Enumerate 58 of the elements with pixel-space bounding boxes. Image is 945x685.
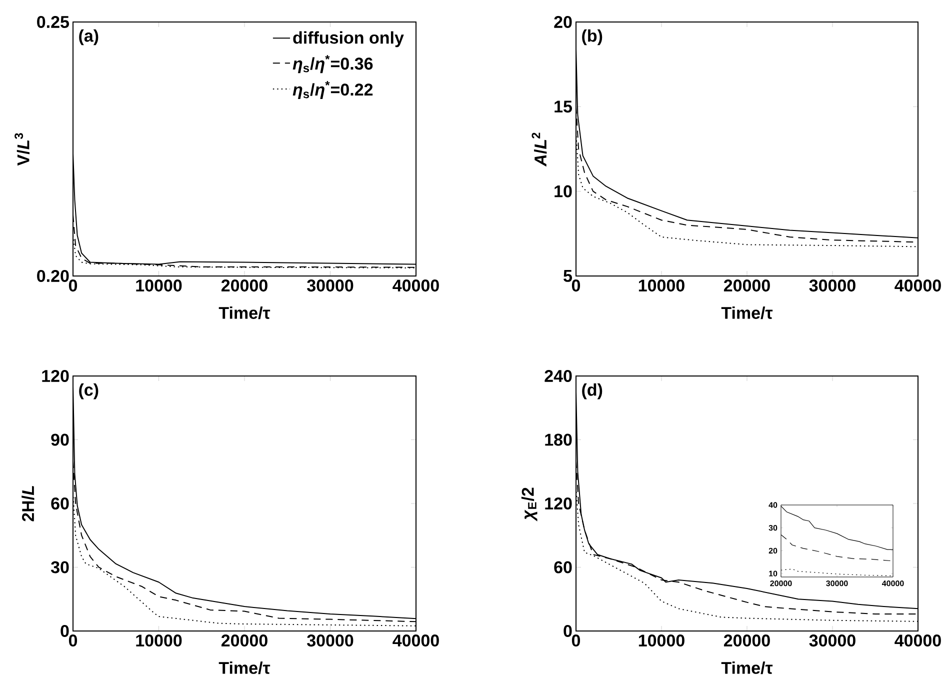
y-tick-label: 5 bbox=[564, 270, 572, 282]
y-tick-label: 0.25 bbox=[37, 16, 70, 28]
y-axis-title: V/L$^{3}$ bbox=[14, 133, 30, 166]
x-tick-label: 30000 bbox=[809, 634, 856, 647]
x-tick-label: 20000 bbox=[221, 280, 268, 292]
y-tick-label: 15 bbox=[554, 100, 572, 113]
x-tick-label: 40000 bbox=[894, 280, 941, 292]
x-tick-label: 20000 bbox=[724, 634, 770, 647]
x-tick-label: 30000 bbox=[307, 634, 354, 647]
x-tick-label: 10000 bbox=[136, 280, 182, 292]
x-tick-label: 20000 bbox=[221, 634, 268, 647]
y-tick-label: 120 bbox=[545, 497, 572, 510]
legend-label: η$_{s}$/η$^{*}$=0.22 bbox=[292, 81, 373, 100]
x-tick-label: 20000 bbox=[724, 280, 770, 292]
legend-label: η$_{s}$/η$^{*}$=0.36 bbox=[292, 55, 373, 74]
x-tick-label: 40000 bbox=[392, 280, 439, 292]
y-tick-label: 0 bbox=[564, 624, 572, 638]
x-tick-label: 30000 bbox=[809, 280, 856, 292]
x-axis-title: Time/τ bbox=[218, 661, 270, 674]
x-tick-label: 30000 bbox=[307, 280, 354, 292]
y-tick-label: 40 bbox=[768, 502, 778, 508]
x-tick-label: 0 bbox=[572, 634, 580, 647]
y-tick-label: 30 bbox=[768, 525, 778, 531]
legend-label: diffusion only bbox=[293, 31, 404, 48]
y-tick-label: 180 bbox=[545, 434, 572, 446]
x-axis-title: Time/τ bbox=[721, 661, 773, 674]
y-axis-title: A/L$^{2}$ bbox=[532, 132, 547, 167]
y-tick-label: 60 bbox=[554, 561, 572, 574]
annotation: (d) bbox=[582, 383, 602, 400]
y-tick-label: 10 bbox=[554, 185, 572, 198]
x-tick-label: 40000 bbox=[894, 634, 941, 647]
y-tick-label: 120 bbox=[42, 370, 69, 382]
x-axis-title: Time/τ bbox=[218, 306, 270, 320]
x-tick-label: 0 bbox=[68, 634, 78, 647]
annotation: (c) bbox=[79, 383, 98, 400]
y-tick-label: 240 bbox=[544, 370, 572, 382]
x-tick-label: 20000 bbox=[770, 580, 792, 586]
x-axis-title: Time/τ bbox=[721, 306, 773, 320]
x-tick-label: 40000 bbox=[882, 580, 904, 586]
annotation: (b) bbox=[582, 29, 602, 46]
x-tick-label: 0 bbox=[68, 280, 78, 292]
x-tick-label: 10000 bbox=[638, 634, 684, 647]
y-tick-label: 0 bbox=[60, 624, 69, 638]
x-tick-label: 40000 bbox=[392, 634, 439, 647]
y-axis-title: χ$_{E}$/2 bbox=[521, 488, 538, 522]
x-tick-label: 10000 bbox=[638, 280, 684, 292]
y-tick-label: 60 bbox=[51, 497, 69, 510]
x-tick-label: 10000 bbox=[136, 634, 182, 647]
x-tick-label: 30000 bbox=[826, 580, 848, 586]
y-tick-label: 30 bbox=[50, 561, 69, 574]
y-tick-label: 0.20 bbox=[37, 270, 69, 282]
y-tick-label: 90 bbox=[51, 434, 69, 446]
y-tick-label: 20 bbox=[554, 16, 572, 28]
annotation: (a) bbox=[79, 29, 98, 46]
x-tick-label: 0 bbox=[572, 280, 580, 292]
y-axis-title: 2H/L bbox=[22, 486, 34, 522]
y-tick-label: 10 bbox=[769, 570, 778, 576]
y-tick-label: 20 bbox=[768, 548, 778, 554]
